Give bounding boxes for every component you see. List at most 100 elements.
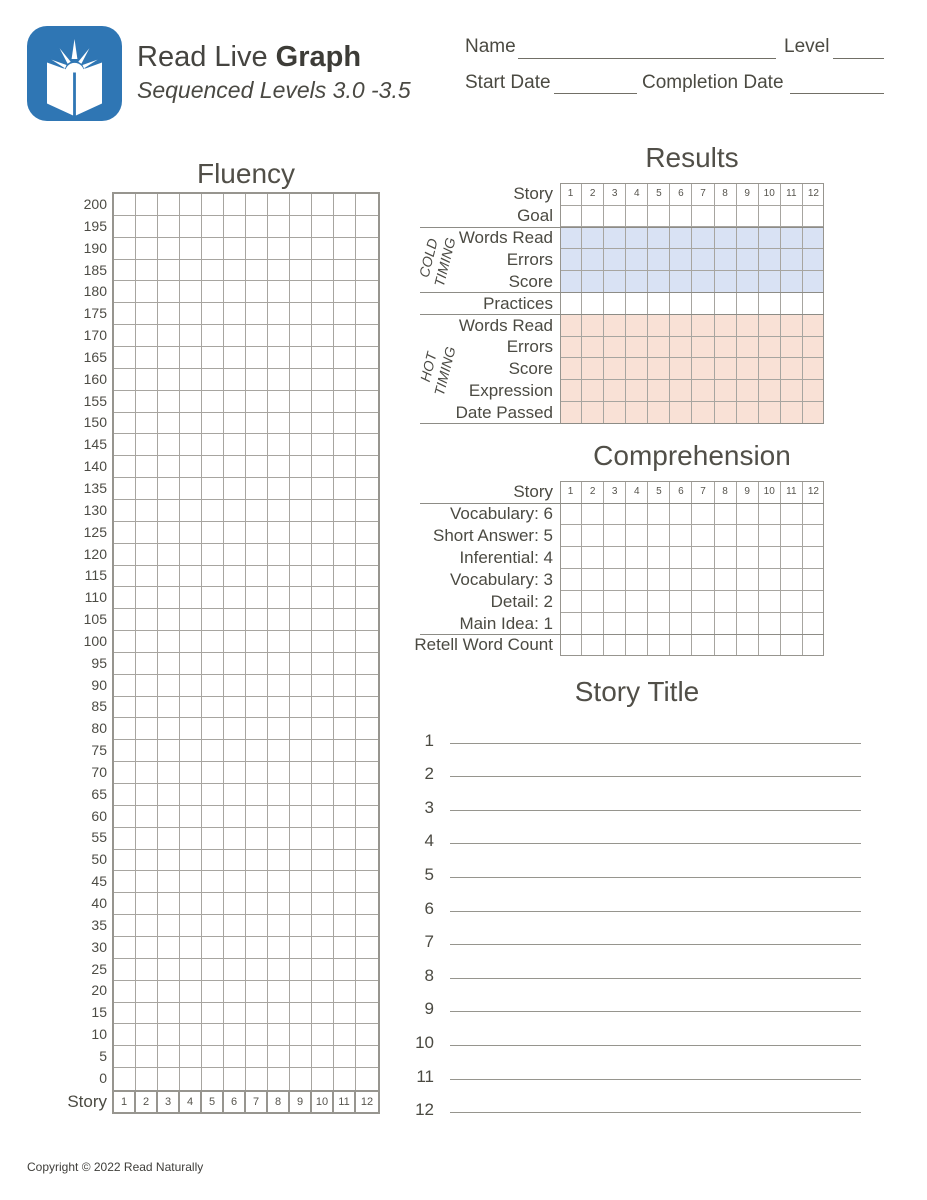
comprehension-cell[interactable]: [670, 612, 693, 635]
comprehension-cell[interactable]: [780, 569, 803, 591]
fluency-cell[interactable]: [290, 215, 312, 238]
results-cell[interactable]: [604, 271, 627, 293]
comprehension-cell[interactable]: [736, 569, 759, 591]
fluency-cell[interactable]: [312, 871, 334, 894]
results-cell[interactable]: [670, 314, 693, 337]
fluency-cell[interactable]: [180, 762, 202, 785]
fluency-cell[interactable]: [158, 456, 180, 479]
fluency-cell[interactable]: [334, 237, 356, 260]
fluency-cell[interactable]: [246, 543, 268, 566]
fluency-cell[interactable]: [158, 478, 180, 500]
fluency-cell[interactable]: [290, 674, 312, 697]
comprehension-cell[interactable]: [604, 569, 627, 591]
fluency-cell[interactable]: [356, 740, 378, 763]
fluency-cell[interactable]: [312, 937, 334, 959]
fluency-cell[interactable]: [158, 805, 180, 828]
fluency-cell[interactable]: [180, 281, 202, 304]
fluency-cell[interactable]: [114, 915, 136, 938]
comprehension-cell[interactable]: [736, 503, 759, 526]
results-cell[interactable]: [736, 205, 759, 228]
fluency-cell[interactable]: [246, 827, 268, 850]
results-cell[interactable]: [714, 271, 737, 293]
fluency-cell[interactable]: [246, 652, 268, 675]
fluency-cell[interactable]: [268, 740, 290, 763]
fluency-cell[interactable]: [268, 325, 290, 347]
fluency-cell[interactable]: [202, 565, 224, 588]
results-cell[interactable]: [802, 314, 824, 337]
fluency-cell[interactable]: [158, 958, 180, 981]
fluency-cell[interactable]: [246, 587, 268, 610]
fluency-cell[interactable]: [268, 215, 290, 238]
fluency-cell[interactable]: [202, 587, 224, 610]
results-cell[interactable]: [780, 314, 803, 337]
fluency-cell[interactable]: [158, 215, 180, 238]
fluency-cell[interactable]: [202, 631, 224, 653]
comprehension-cell[interactable]: [648, 547, 671, 570]
story-title-input-line[interactable]: [450, 843, 861, 845]
comprehension-cell[interactable]: [560, 525, 583, 548]
fluency-cell[interactable]: [224, 980, 246, 1003]
fluency-cell[interactable]: [202, 784, 224, 806]
results-cell[interactable]: [670, 402, 693, 424]
fluency-cell[interactable]: [136, 871, 158, 894]
comprehension-cell[interactable]: [736, 547, 759, 570]
fluency-cell[interactable]: [202, 434, 224, 457]
fluency-cell[interactable]: [158, 259, 180, 282]
results-cell[interactable]: [714, 358, 737, 381]
fluency-cell[interactable]: [334, 893, 356, 916]
comprehension-cell[interactable]: [560, 569, 583, 591]
comprehension-cell[interactable]: [714, 634, 737, 657]
fluency-cell[interactable]: [312, 893, 334, 916]
fluency-cell[interactable]: [334, 478, 356, 500]
fluency-cell[interactable]: [356, 850, 378, 872]
fluency-cell[interactable]: [224, 456, 246, 479]
results-cell[interactable]: [736, 292, 759, 315]
comprehension-cell[interactable]: [758, 612, 781, 635]
fluency-cell[interactable]: [334, 740, 356, 763]
results-cell[interactable]: [670, 227, 693, 250]
comprehension-cell[interactable]: [626, 590, 649, 613]
fluency-cell[interactable]: [246, 740, 268, 763]
comprehension-cell[interactable]: [714, 612, 737, 635]
results-cell[interactable]: [648, 402, 671, 424]
results-cell[interactable]: [648, 271, 671, 293]
fluency-cell[interactable]: [224, 1024, 246, 1047]
results-cell[interactable]: [582, 249, 605, 272]
comprehension-cell[interactable]: [648, 503, 671, 526]
comprehension-cell[interactable]: [626, 634, 649, 657]
results-cell[interactable]: [780, 271, 803, 293]
fluency-cell[interactable]: [224, 827, 246, 850]
fluency-cell[interactable]: [246, 259, 268, 282]
fluency-cell[interactable]: [290, 237, 312, 260]
fluency-cell[interactable]: [312, 915, 334, 938]
fluency-cell[interactable]: [202, 696, 224, 719]
comprehension-cell[interactable]: [692, 590, 715, 613]
fluency-cell[interactable]: [356, 522, 378, 544]
fluency-cell[interactable]: [356, 1003, 378, 1025]
results-cell[interactable]: [604, 402, 627, 424]
fluency-cell[interactable]: [312, 674, 334, 697]
comprehension-cell[interactable]: [780, 590, 803, 613]
fluency-cell[interactable]: [136, 893, 158, 916]
fluency-cell[interactable]: [246, 937, 268, 959]
fluency-cell[interactable]: [158, 368, 180, 391]
fluency-cell[interactable]: [114, 718, 136, 741]
fluency-cell[interactable]: [290, 456, 312, 479]
fluency-cell[interactable]: [290, 631, 312, 653]
fluency-cell[interactable]: [312, 805, 334, 828]
results-cell[interactable]: [692, 205, 715, 228]
comprehension-cell[interactable]: [582, 590, 605, 613]
comprehension-cell[interactable]: [626, 547, 649, 570]
fluency-cell[interactable]: [202, 543, 224, 566]
fluency-cell[interactable]: [290, 412, 312, 435]
fluency-cell[interactable]: [180, 1068, 202, 1090]
fluency-cell[interactable]: [114, 346, 136, 369]
fluency-cell[interactable]: [246, 893, 268, 916]
fluency-cell[interactable]: [334, 215, 356, 238]
fluency-cell[interactable]: [136, 1002, 158, 1025]
fluency-cell[interactable]: [268, 346, 290, 369]
fluency-cell[interactable]: [246, 368, 268, 391]
fluency-cell[interactable]: [356, 653, 378, 675]
fluency-cell[interactable]: [246, 1068, 268, 1090]
fluency-cell[interactable]: [114, 281, 136, 304]
